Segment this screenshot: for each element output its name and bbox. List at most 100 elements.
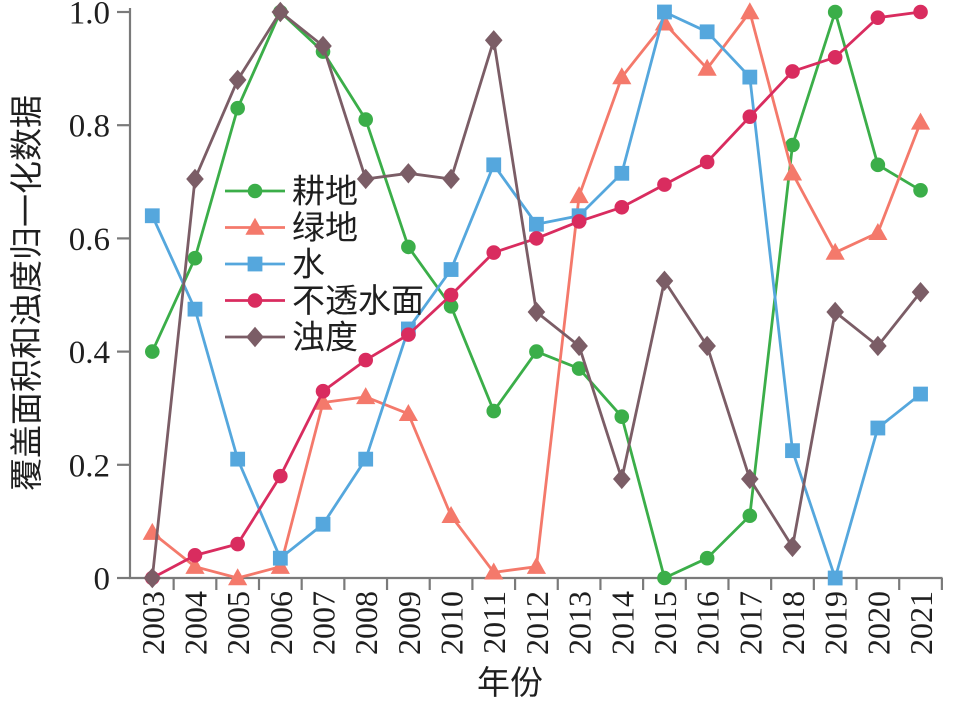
data-point-marker bbox=[827, 49, 843, 65]
data-point-marker bbox=[187, 548, 203, 563]
data-point-marker bbox=[401, 327, 416, 342]
legend-item-water: 水 bbox=[225, 247, 325, 284]
data-point-marker bbox=[657, 177, 672, 192]
data-point-marker bbox=[358, 352, 374, 368]
data-point-marker bbox=[486, 245, 502, 260]
series-water bbox=[144, 4, 928, 586]
data-point-marker bbox=[441, 505, 461, 523]
y-axis-title: 覆盖面积和浊度归一化数据 bbox=[9, 95, 46, 491]
x-tick-label: 2008 bbox=[348, 591, 384, 655]
series-impervious-surface bbox=[145, 4, 928, 586]
data-point-marker bbox=[526, 556, 547, 574]
data-point-marker bbox=[315, 383, 331, 399]
x-tick-label: 2013 bbox=[562, 591, 598, 655]
data-point-marker bbox=[247, 293, 263, 308]
data-point-marker bbox=[143, 567, 162, 589]
data-point-marker bbox=[356, 387, 376, 405]
data-point-marker bbox=[527, 301, 546, 323]
data-point-marker bbox=[742, 109, 758, 125]
data-point-marker bbox=[655, 270, 674, 292]
data-point-marker bbox=[785, 64, 800, 79]
legend-item-impervious-surface: 不透水面 bbox=[225, 283, 424, 320]
legend-label: 水 bbox=[292, 247, 325, 284]
data-point-marker bbox=[228, 69, 247, 91]
x-tick-label: 2019 bbox=[818, 591, 854, 655]
data-point-marker bbox=[870, 10, 886, 25]
data-point-marker bbox=[614, 199, 630, 215]
x-tick-label: 2005 bbox=[220, 591, 256, 655]
x-tick-label: 2014 bbox=[604, 591, 640, 655]
x-tick-label: 2011 bbox=[476, 591, 512, 654]
data-point-marker bbox=[442, 168, 460, 190]
data-point-marker bbox=[612, 67, 632, 85]
data-point-marker bbox=[272, 550, 288, 566]
data-point-marker bbox=[186, 168, 204, 190]
x-tick-label: 2012 bbox=[519, 591, 555, 655]
data-point-marker bbox=[245, 217, 265, 235]
data-point-marker bbox=[144, 208, 160, 224]
x-tick-label: 2003 bbox=[135, 591, 171, 655]
data-point-marker bbox=[484, 30, 503, 51]
data-point-marker bbox=[230, 451, 246, 467]
series-greenspace bbox=[142, 2, 931, 586]
data-point-marker bbox=[826, 301, 844, 323]
data-point-marker bbox=[486, 403, 502, 419]
data-point-marker bbox=[699, 24, 715, 40]
data-point-marker bbox=[187, 250, 203, 266]
data-point-marker bbox=[571, 361, 587, 376]
data-point-marker bbox=[443, 262, 459, 277]
x-tick-label: 2010 bbox=[434, 591, 470, 655]
data-point-marker bbox=[870, 420, 886, 436]
data-point-marker bbox=[910, 112, 931, 130]
y-tick-label: 1.0 bbox=[69, 0, 110, 32]
legend-item-cropland: 耕地 bbox=[225, 174, 358, 211]
legend-label: 绿地 bbox=[292, 210, 358, 247]
data-point-marker bbox=[313, 392, 333, 410]
data-point-marker bbox=[358, 112, 374, 127]
data-point-marker bbox=[785, 443, 800, 459]
data-point-marker bbox=[187, 301, 203, 317]
data-point-marker bbox=[870, 157, 886, 173]
series-cropland bbox=[145, 4, 928, 586]
x-tick-label: 2007 bbox=[306, 591, 342, 655]
x-tick-label: 2009 bbox=[391, 591, 427, 655]
x-tick-label: 2018 bbox=[775, 591, 811, 655]
data-point-marker bbox=[356, 168, 375, 190]
data-point-marker bbox=[401, 239, 416, 255]
data-point-marker bbox=[785, 137, 800, 153]
data-point-marker bbox=[740, 2, 760, 20]
x-tick-label: 2017 bbox=[732, 591, 768, 655]
data-point-marker bbox=[913, 4, 928, 20]
y-tick-labels: 0 0.2 0.4 0.6 0.8 1.0 bbox=[69, 0, 110, 598]
data-point-marker bbox=[399, 163, 418, 184]
x-tick-label: 2020 bbox=[860, 591, 896, 655]
data-point-marker bbox=[868, 222, 888, 240]
data-point-marker bbox=[911, 281, 930, 303]
data-point-marker bbox=[698, 335, 716, 357]
data-point-marker bbox=[273, 468, 288, 484]
x-tick-label: 2016 bbox=[690, 591, 726, 655]
data-point-marker bbox=[827, 570, 843, 586]
data-point-marker bbox=[657, 4, 672, 20]
data-point-marker bbox=[271, 1, 290, 23]
data-point-marker bbox=[783, 536, 802, 558]
data-point-marker bbox=[614, 165, 630, 181]
data-point-marker bbox=[315, 516, 331, 532]
data-point-marker bbox=[484, 562, 504, 580]
legend-label: 耕地 bbox=[292, 174, 358, 211]
data-point-marker bbox=[247, 183, 263, 199]
y-tick-label: 0.8 bbox=[69, 109, 110, 145]
data-point-marker bbox=[913, 182, 928, 198]
data-point-marker bbox=[230, 100, 245, 116]
data-point-marker bbox=[741, 468, 759, 490]
legend-item-greenspace: 绿地 bbox=[225, 210, 358, 247]
x-tick-label: 2006 bbox=[263, 591, 299, 655]
legend-label: 不透水面 bbox=[292, 283, 424, 320]
data-point-marker bbox=[247, 256, 263, 272]
data-point-marker bbox=[398, 404, 418, 422]
data-point-marker bbox=[529, 216, 544, 232]
y-tick-label: 0.4 bbox=[69, 335, 110, 371]
